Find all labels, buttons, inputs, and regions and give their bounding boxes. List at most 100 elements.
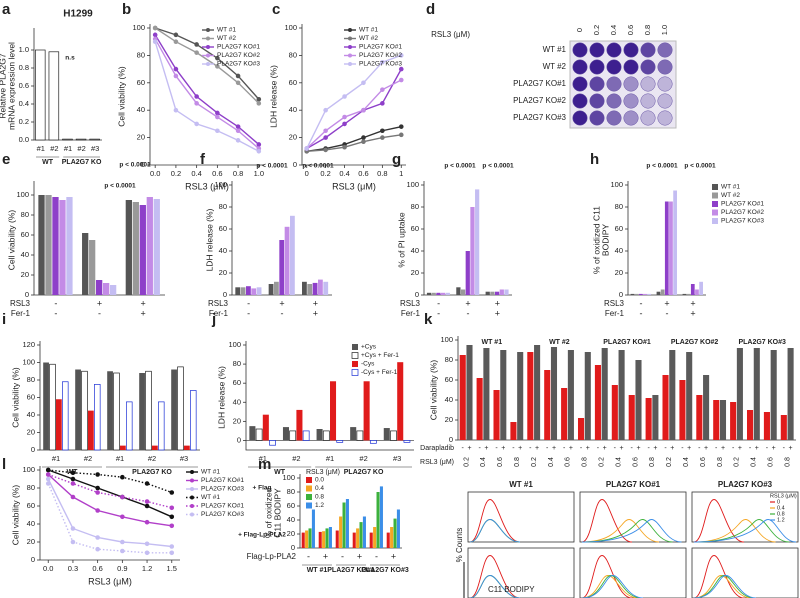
group-label: PLA2G7 KO#3 [361,567,409,574]
series-line [47,469,173,518]
bar [322,531,326,548]
point [45,476,51,482]
legend-label: 1.2 [777,517,785,523]
condition-value: + [484,445,488,452]
condition-value: + [620,445,624,452]
condition-value: - [732,445,735,452]
bar [645,398,652,440]
panel-label: h [590,151,599,168]
column-title: PLA2G7 KO#3 [718,480,773,489]
bar [356,528,360,548]
panel-label: j [211,311,216,328]
legend-label: WT #2 [359,35,378,42]
axis-arrow [463,562,465,598]
y-tick-label: 0 [31,445,35,454]
point [173,107,179,113]
point [152,32,158,38]
point [342,144,347,150]
point [323,128,328,134]
legend-swatch [206,45,210,49]
x-tick-label: 1.0 [254,169,264,178]
point [173,66,179,72]
x-axis-label: RSL3 (μM) [420,459,454,466]
point [235,124,241,129]
bar [356,430,364,441]
bar [628,395,635,440]
point [398,124,404,129]
histogram-curve [693,499,745,543]
x-tick-label: 0.8 [582,457,589,467]
legend-label: WT #1 [721,184,740,191]
bar [301,532,305,548]
bar [695,289,699,295]
y-tick-label: 20 [137,133,145,142]
well [606,42,622,58]
x-tick-label: 0.2 [531,457,538,467]
y-tick-label: 100 [284,23,297,32]
bar [696,395,703,440]
y-tick-label: 0 [293,160,297,169]
bar [459,355,466,440]
bar [550,347,558,440]
x-tick-label: 0.8 [717,457,724,467]
bar [634,293,639,295]
well [623,110,639,126]
bar [279,240,285,295]
bar [630,293,635,295]
series-line [154,38,260,150]
column-label: 0.2 [592,25,601,35]
point [215,110,220,116]
point [169,514,175,520]
y-tick-label: 80 [233,359,241,368]
legend-label: -Cys [361,361,375,368]
panel-label: c [272,1,280,18]
bar [647,293,651,295]
y-tick-label: 100 [16,190,29,199]
y-tick-label: 40 [411,246,419,255]
legend-swatch [712,201,718,207]
bar [249,426,256,441]
condition-value: + [789,445,793,452]
histogram-curve [693,519,776,543]
legend-label: PLA2G7 KO#3 [217,61,260,68]
bar [770,350,777,440]
legend-swatch [712,192,718,199]
point [144,519,150,525]
point [173,39,179,44]
histogram-curve [469,555,521,598]
legend-label: PLA2G7 KO#3 [201,486,244,493]
bar [699,281,703,295]
column-label: 1.0 [660,25,669,35]
bar [256,287,262,295]
condition-value: - [749,445,752,452]
bar [363,381,370,441]
y-axis-label: % of PI uptake [396,212,406,268]
x-tick-label: 0.4 [683,457,690,467]
legend-label: 1.2 [315,502,324,509]
x-tick-label: 0.2 [171,169,181,178]
condition-value: - [341,551,344,561]
condition-value: - [666,308,669,318]
row-label: PLA2G7 KO#3 [513,113,566,122]
axis [457,336,796,441]
histogram-curve [581,519,673,543]
group-label: WT #1 [481,339,502,346]
group-label: PLA2G7 KO [62,159,102,166]
condition-value: - [247,298,250,308]
x-tick-label: #1 [259,454,267,463]
legend-swatch [348,36,352,41]
bar [113,372,120,451]
bar [669,350,676,440]
bar [652,395,659,440]
condition-name: Flag-Lp-PLA2 [247,552,297,561]
bar [145,370,152,451]
bar [780,415,787,440]
y-tick-label: 60 [289,78,297,87]
histogram-curve [581,519,682,543]
point [70,470,76,476]
bar [307,284,313,295]
bar [109,285,117,295]
bar [441,292,446,295]
condition-value: + [357,551,362,561]
bar [322,430,330,441]
